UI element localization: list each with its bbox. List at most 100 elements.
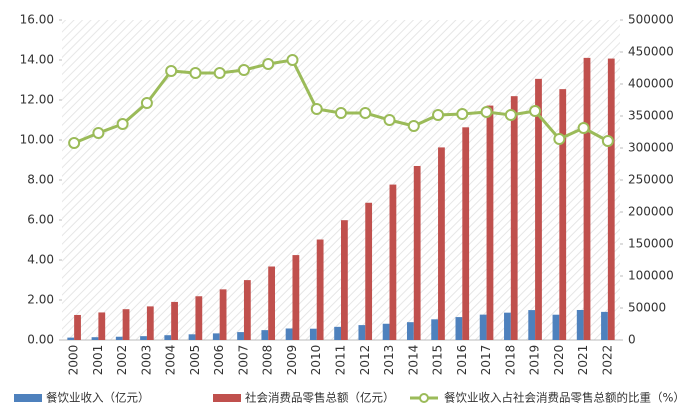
bar [431, 319, 439, 340]
x-tick-label: 2002 [115, 345, 129, 376]
line-marker [286, 54, 299, 66]
bar [67, 337, 75, 340]
bar [164, 335, 172, 340]
y-tick-label: 8.00 [27, 173, 54, 187]
y-tick-label: 10.00 [20, 133, 54, 147]
x-tick-label: 2010 [309, 345, 323, 376]
y2-tick-label: 450000 [628, 45, 674, 59]
bar [382, 323, 390, 340]
bar [389, 184, 397, 340]
line-marker [529, 105, 542, 117]
line-marker [432, 109, 445, 121]
bar [358, 325, 366, 340]
x-tick-label: 2008 [261, 345, 275, 376]
bar [285, 328, 293, 340]
x-tick-label: 2015 [431, 345, 445, 376]
bar [413, 165, 421, 340]
bar [237, 332, 244, 340]
bar [438, 147, 445, 340]
x-tick-label: 2018 [503, 345, 517, 376]
legend-symbol [14, 394, 42, 402]
legend-label: 餐饮业收入（亿元） [46, 391, 150, 405]
bar [171, 301, 178, 340]
line-marker [456, 108, 469, 120]
line-marker [189, 67, 202, 79]
legend-label: 社会消费品零售总额（亿元） [245, 391, 395, 405]
bar [91, 337, 99, 340]
y2-tick-label: 350000 [628, 109, 674, 123]
bar [462, 127, 470, 341]
bar [316, 239, 324, 340]
bar [552, 314, 560, 340]
y-tick-label: 14.00 [20, 53, 54, 67]
x-tick-label: 2006 [212, 345, 226, 376]
x-tick-label: 2014 [406, 345, 420, 376]
bar [535, 78, 542, 341]
line-marker [237, 64, 250, 76]
line-marker [140, 97, 153, 109]
x-tick-label: 2021 [576, 345, 590, 376]
x-tick-label: 2020 [552, 345, 566, 376]
bar [528, 310, 536, 340]
bar [261, 330, 269, 340]
bar [188, 334, 196, 340]
line-marker [262, 58, 275, 70]
bar [219, 289, 227, 340]
x-tick-label: 2012 [358, 345, 372, 376]
bar [576, 309, 584, 340]
bar [406, 322, 414, 340]
y-tick-label: 0.00 [27, 333, 54, 347]
legend-label: 餐饮业收入占社会消费品零售总额的比重（%） [444, 391, 685, 405]
y-tick-label: 6.00 [27, 213, 54, 227]
line-marker [480, 106, 493, 118]
x-tick-label: 2009 [285, 345, 299, 376]
bar [559, 89, 567, 340]
bar [365, 202, 373, 340]
bar [601, 311, 608, 340]
bar [334, 326, 341, 340]
y2-tick-label: 100000 [628, 269, 674, 283]
y-tick-label: 16.00 [20, 13, 54, 27]
line-marker [383, 114, 396, 126]
line-marker [335, 107, 347, 119]
bar [455, 317, 463, 340]
x-tick-label: 2004 [164, 345, 178, 376]
line-marker [116, 118, 129, 130]
y2-tick-label: 50000 [628, 301, 666, 315]
y2-tick-label: 150000 [628, 237, 674, 251]
bar [504, 312, 511, 340]
x-tick-label: 2003 [139, 345, 153, 376]
bar [122, 309, 130, 340]
bar [479, 314, 487, 340]
bar [292, 255, 300, 340]
bar [510, 96, 518, 340]
bar [195, 296, 203, 340]
x-tick-label: 2017 [479, 345, 493, 376]
bar [243, 280, 251, 340]
line-marker [310, 103, 323, 115]
bar [115, 336, 123, 340]
bar [212, 333, 220, 340]
bar [309, 328, 317, 340]
line-marker [553, 133, 566, 145]
x-tick-label: 2000 [67, 345, 81, 376]
line-marker [407, 120, 420, 132]
y2-tick-label: 400000 [628, 77, 674, 91]
y2-tick-label: 500000 [628, 13, 674, 27]
x-tick-label: 2001 [91, 345, 105, 376]
line-marker [577, 122, 590, 134]
line-marker [359, 107, 372, 119]
x-tick-label: 2011 [334, 345, 348, 376]
x-tick-label: 2005 [188, 345, 202, 376]
y2-tick-label: 200000 [628, 205, 674, 219]
y-tick-label: 2.00 [27, 293, 54, 307]
bar [74, 314, 81, 340]
bar [140, 336, 147, 340]
x-tick-label: 2022 [600, 345, 614, 376]
x-tick-label: 2007 [236, 345, 250, 376]
line-marker [504, 109, 517, 121]
line-marker [213, 67, 226, 79]
y2-tick-label: 250000 [628, 173, 674, 187]
x-tick-label: 2013 [382, 345, 396, 376]
